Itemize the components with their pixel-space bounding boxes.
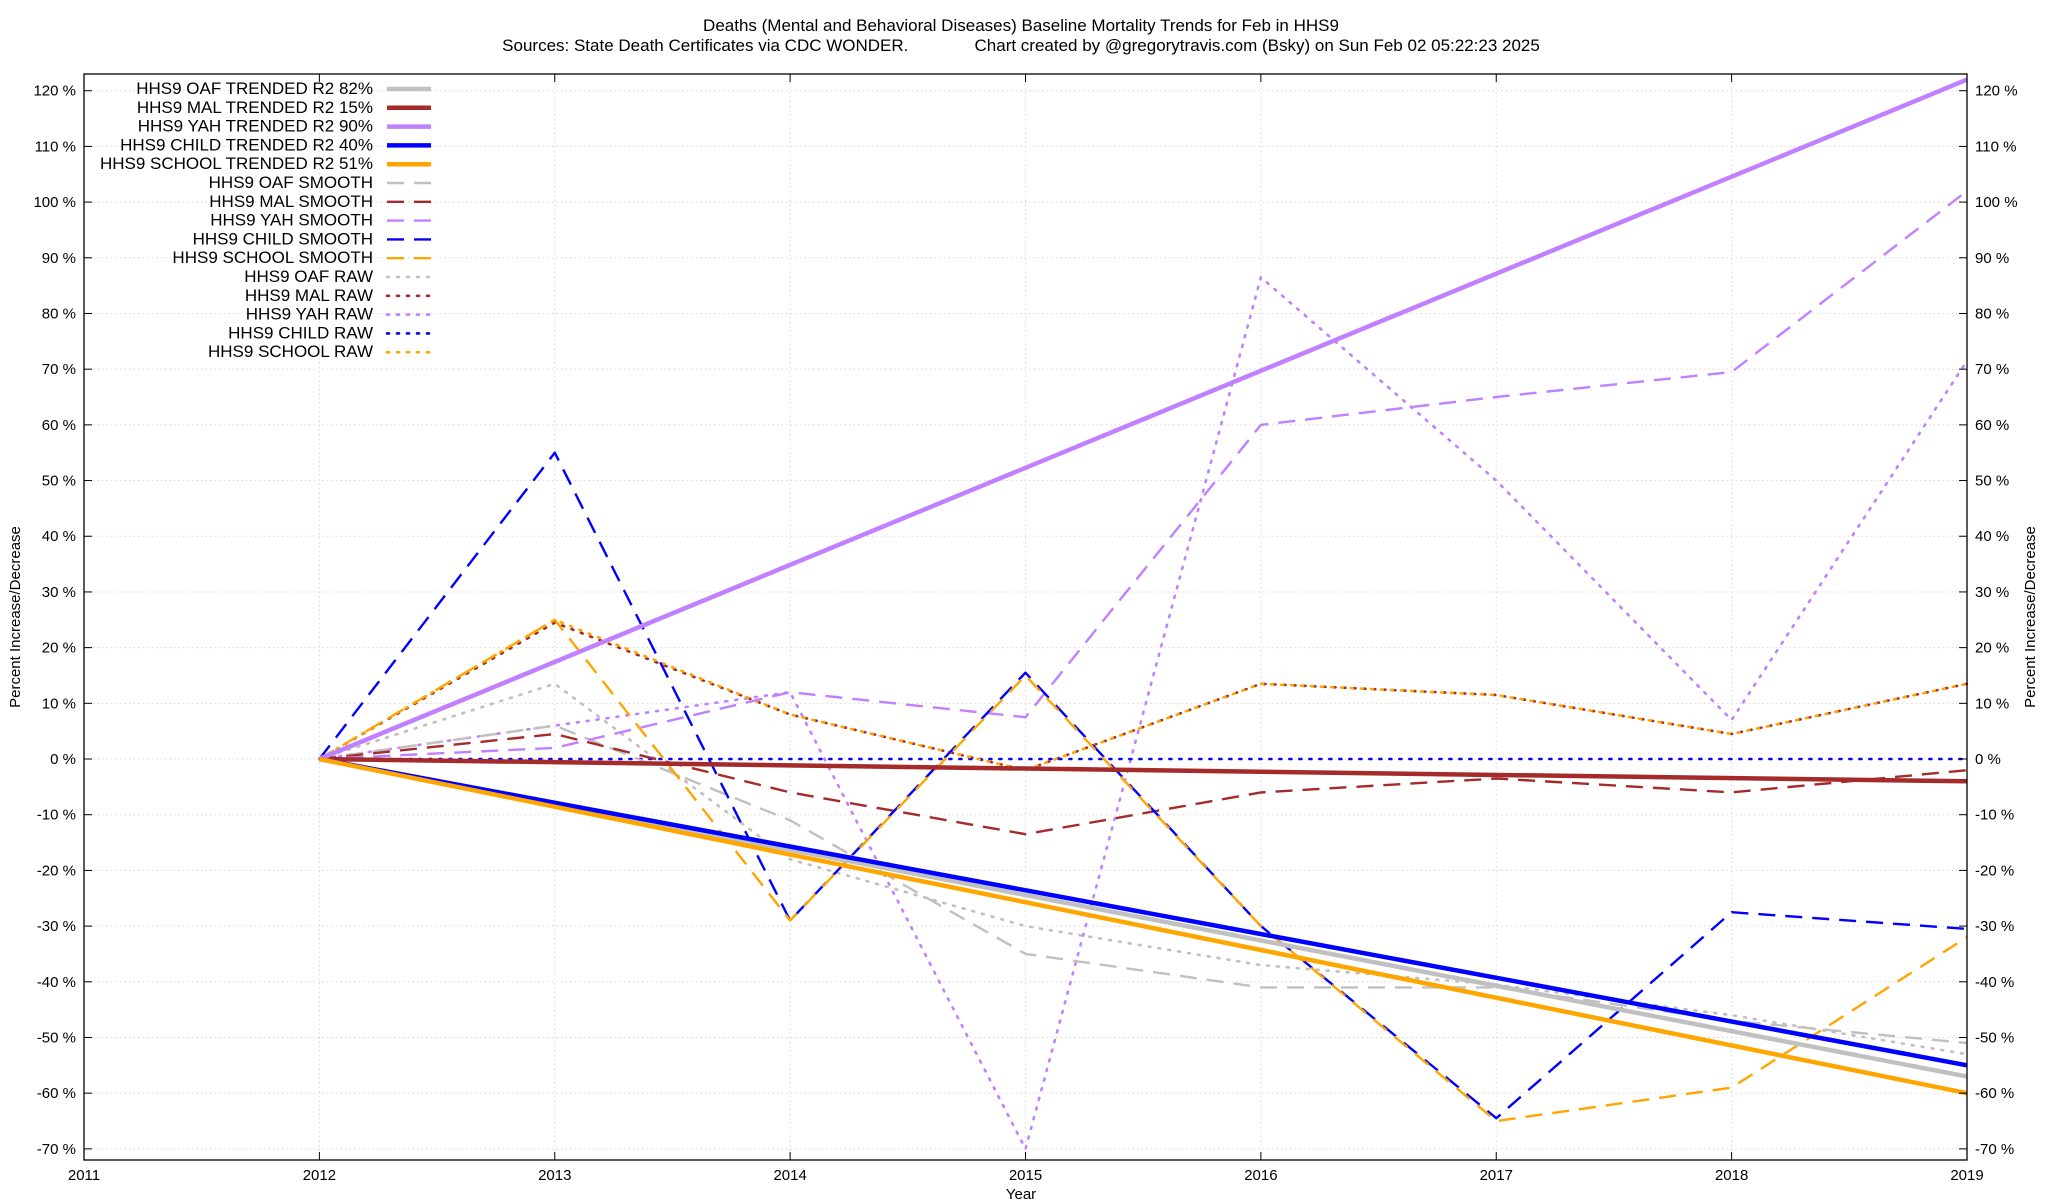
y-tick-label: 100 % [33, 194, 76, 211]
plot-series [318, 77, 1969, 1151]
legend-label: HHS9 MAL RAW [245, 286, 373, 305]
legend-label: HHS9 YAH TRENDED R2 90% [138, 117, 373, 136]
y2-tick-label: -60 % [1975, 1085, 2014, 1102]
y2-tick-label: 50 % [1975, 473, 2009, 490]
y2-tick-label: -50 % [1975, 1029, 2014, 1046]
y2-tick-label: 110 % [1975, 138, 2016, 155]
y-tick-label: -50 % [37, 1029, 76, 1046]
series-line-3 [318, 77, 1968, 762]
series-line-4 [318, 756, 1968, 1068]
y-tick-label: -60 % [37, 1085, 76, 1102]
y2-tick-label: -20 % [1975, 862, 2014, 879]
y-tick-label: 80 % [42, 305, 76, 322]
y-tick-label: 60 % [42, 417, 76, 434]
axis-ticks: 2011 2012 2013 2014 2015 2016 2017 2018 2019 -70 … [33, 74, 2018, 1184]
x-tick-label: 2018 [1715, 1167, 1748, 1184]
legend: HHS9 OAF TRENDED R2 82%HHS9 MAL TRENDED … [100, 79, 433, 361]
series-line-13 [318, 275, 1969, 1151]
legend-label: HHS9 MAL TRENDED R2 15% [137, 98, 373, 117]
x-tick-label: 2015 [1009, 1167, 1042, 1184]
y2-tick-label: -70 % [1975, 1141, 2014, 1158]
x-axis-label: Year [1006, 1186, 1036, 1200]
x-tick-label: 2014 [773, 1167, 806, 1184]
legend-label: HHS9 YAH RAW [246, 305, 373, 324]
series-line-10 [318, 618, 1968, 1123]
y-tick-label: -70 % [37, 1141, 76, 1158]
legend-label: HHS9 SCHOOL RAW [208, 342, 373, 361]
y-tick-label: 110 % [35, 138, 76, 155]
y-tick-label: 70 % [42, 361, 76, 378]
series-line-8 [319, 190, 1968, 761]
y2-tick-label: 10 % [1975, 695, 2009, 712]
y-tick-label: -10 % [37, 807, 76, 824]
y-tick-label: 30 % [42, 584, 76, 601]
x-tick-label: 2011 [68, 1167, 100, 1184]
y-tick-label: 10 % [42, 695, 76, 712]
y2-tick-label: 120 % [1975, 83, 2018, 100]
series-line-9 [318, 451, 1968, 1120]
legend-label: HHS9 CHILD TRENDED R2 40% [120, 135, 373, 154]
y-tick-label: 40 % [42, 528, 76, 545]
y2-tick-label: 30 % [1975, 584, 2009, 601]
legend-label: HHS9 OAF TRENDED R2 82% [136, 79, 373, 98]
legend-label: HHS9 YAH SMOOTH [210, 211, 373, 230]
y-tick-label: -20 % [37, 862, 76, 879]
y-axis-label: Percent Increase/Decrease [7, 526, 24, 708]
y-tick-label: -40 % [37, 974, 76, 991]
y2-tick-label: 100 % [1975, 194, 2018, 211]
y-tick-label: 120 % [33, 83, 76, 100]
y2-tick-label: 20 % [1975, 640, 2009, 657]
y2-tick-label: 60 % [1975, 417, 2009, 434]
y-tick-label: 90 % [42, 250, 76, 267]
series-line-12 [318, 621, 1969, 772]
y2-tick-label: 0 % [1975, 751, 2001, 768]
chart-title: Deaths (Mental and Behavioral Diseases) … [703, 16, 1339, 35]
y-tick-label: 50 % [42, 473, 76, 490]
x-tick-label: 2013 [538, 1167, 571, 1184]
y-tick-label: -30 % [37, 918, 76, 935]
y2-tick-label: 80 % [1975, 305, 2009, 322]
legend-label: HHS9 OAF SMOOTH [209, 173, 373, 192]
gridlines [84, 74, 1967, 1160]
series-line-2 [319, 756, 1968, 784]
x-tick-label: 2016 [1244, 1167, 1277, 1184]
legend-label: HHS9 SCHOOL SMOOTH [172, 248, 373, 267]
x-tick-label: 2017 [1480, 1167, 1513, 1184]
x-tick-label: 2019 [1950, 1167, 1983, 1184]
legend-label: HHS9 SCHOOL TRENDED R2 51% [100, 154, 373, 173]
y2-tick-label: -30 % [1975, 918, 2014, 935]
y2-tick-label: 90 % [1975, 250, 2009, 267]
y2-tick-label: -10 % [1975, 807, 2014, 824]
legend-label: HHS9 OAF RAW [244, 267, 373, 286]
legend-label: HHS9 MAL SMOOTH [209, 192, 373, 211]
y2-tick-label: -40 % [1975, 974, 2014, 991]
y2-axis-label: Percent Increase/Decrease [2022, 526, 2039, 708]
chart-subtitle: Sources: State Death Certificates via CD… [502, 36, 1540, 55]
x-tick-label: 2012 [303, 1167, 336, 1184]
series-line-7 [319, 732, 1968, 836]
legend-label: HHS9 CHILD SMOOTH [193, 229, 373, 248]
y-tick-label: 0 % [50, 751, 76, 768]
legend-label: HHS9 CHILD RAW [228, 323, 373, 342]
y2-tick-label: 40 % [1975, 528, 2009, 545]
y2-tick-label: 70 % [1975, 361, 2009, 378]
y-tick-label: 20 % [42, 640, 76, 657]
series-line-5 [318, 756, 1968, 1096]
